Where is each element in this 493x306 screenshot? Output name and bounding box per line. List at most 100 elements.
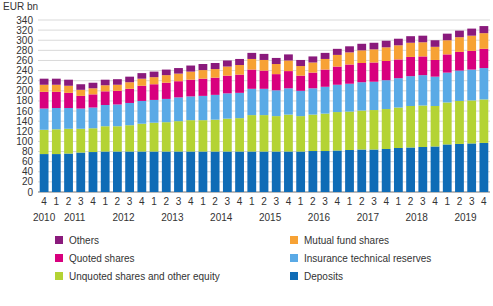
y-tick-label: 20 <box>22 176 34 187</box>
bar-segment <box>186 72 195 80</box>
legend-swatch <box>55 254 63 262</box>
bar-segment <box>272 116 281 151</box>
bar-segment <box>113 152 122 192</box>
bar-segment <box>370 150 379 192</box>
y-tick-label: 180 <box>16 95 33 106</box>
x-tick-label: 3 <box>420 196 426 207</box>
bar-segment <box>467 36 476 51</box>
bar-segment <box>284 54 293 60</box>
y-tick-label: 300 <box>16 35 33 46</box>
bar-segment <box>345 65 354 84</box>
y-tick-label: 240 <box>16 65 33 76</box>
year-label: 2016 <box>308 212 331 223</box>
x-tick-label: 1 <box>347 196 353 207</box>
legend-label: Insurance technical reserves <box>304 253 431 264</box>
x-tick-label: 3 <box>371 196 377 207</box>
bar-segment <box>101 91 110 105</box>
bar-segment <box>370 49 379 62</box>
x-tick-label: 1 <box>102 196 108 207</box>
bar-segment <box>418 36 427 43</box>
bar-segment <box>382 41 391 48</box>
bar-segment <box>455 52 464 71</box>
x-tick-label: 2 <box>212 196 218 207</box>
y-tick-label: 120 <box>16 126 33 137</box>
bar-segment <box>431 146 440 192</box>
bar-segment <box>247 152 256 192</box>
bar-segment <box>443 34 452 41</box>
x-tick-label: 2 <box>115 196 121 207</box>
bar-segment <box>443 102 452 144</box>
bar-segment <box>296 76 305 91</box>
bar-segment <box>308 56 317 62</box>
bar-segment <box>467 51 476 70</box>
bar-segment <box>199 64 208 70</box>
y-tick-label: 160 <box>16 106 33 117</box>
legend-label: Others <box>69 235 99 246</box>
bar-segment <box>455 144 464 192</box>
y-tick-label: 140 <box>16 116 33 127</box>
year-label: 2010 <box>33 212 56 223</box>
bar-segment <box>199 70 208 79</box>
x-tick-label: 4 <box>383 196 389 207</box>
bar-segment <box>247 70 256 89</box>
bar-segment <box>223 67 232 76</box>
bar-segment <box>382 149 391 192</box>
bar-segment <box>40 109 49 130</box>
bar-segment <box>284 60 293 71</box>
bar-segment <box>162 75 171 83</box>
bar-segment <box>186 152 195 192</box>
bar-segment <box>431 60 440 77</box>
bar-segment <box>186 96 195 120</box>
bar-segment <box>431 47 440 60</box>
bar-segment <box>101 105 110 126</box>
bar-segment <box>272 58 281 64</box>
bar-segment <box>40 79 49 85</box>
y-tick-label: 340 <box>16 15 33 26</box>
x-tick-label: 2 <box>457 196 463 207</box>
bar-segment <box>52 85 61 92</box>
bar-segment <box>406 147 415 192</box>
year-label: 2015 <box>259 212 282 223</box>
bar-segment <box>101 152 110 192</box>
bar-segment <box>431 40 440 47</box>
year-label: 2019 <box>454 212 477 223</box>
y-tick-label: 280 <box>16 45 33 56</box>
bar-segment <box>223 76 232 94</box>
year-label: 2017 <box>357 212 380 223</box>
bar-segment <box>394 45 403 59</box>
bar-segment <box>113 126 122 151</box>
bar-segment <box>431 77 440 106</box>
legend-label: Unquoted shares and other equity <box>69 271 220 282</box>
bar-segment <box>174 97 183 121</box>
x-tick-label: 4 <box>41 196 47 207</box>
bar-segment <box>272 152 281 192</box>
x-tick-label: 2 <box>66 196 72 207</box>
bar-segment <box>455 31 464 38</box>
bar-segment <box>479 49 488 68</box>
bar-segment <box>113 85 122 91</box>
y-tick-label: 60 <box>22 156 34 167</box>
bar-segment <box>357 82 366 110</box>
bar-segment <box>52 79 61 85</box>
y-tick-label: 200 <box>16 85 33 96</box>
bar-segment <box>211 69 220 78</box>
bar-segment <box>101 126 110 151</box>
bar-segment <box>89 152 98 192</box>
bar-segment <box>394 78 403 107</box>
bar-segment <box>418 42 427 56</box>
bar-segment <box>333 55 342 67</box>
y-tick-label: 0 <box>27 187 33 198</box>
bar-segment <box>333 151 342 192</box>
x-tick-label: 1 <box>298 196 304 207</box>
y-tick-label: 260 <box>16 55 33 66</box>
bar-segment <box>125 152 134 192</box>
bar-segment <box>235 93 244 118</box>
bar-segment <box>357 44 366 51</box>
bar-segment <box>125 89 134 103</box>
bar-segment <box>467 143 476 192</box>
x-tick-label: 3 <box>469 196 475 207</box>
bar-segment <box>296 60 305 66</box>
bar-segment <box>235 65 244 75</box>
bar-segment <box>223 119 232 152</box>
bar-segment <box>321 59 330 70</box>
